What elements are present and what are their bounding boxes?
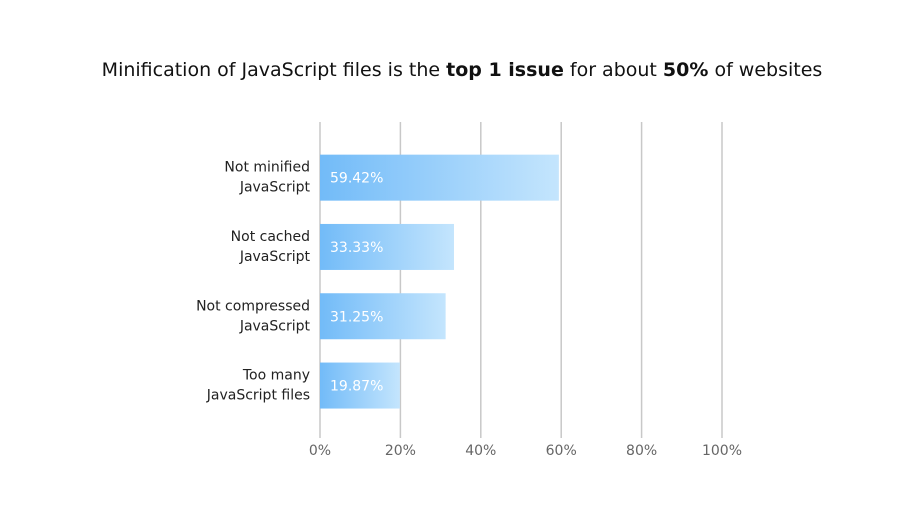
x-tick-label: 20% [385,443,416,459]
category-label: JavaScript [239,249,311,265]
x-tick-label: 40% [465,443,496,459]
bar [320,223,454,270]
category-label: Not minified [224,160,310,176]
category-label: JavaScript [239,318,311,334]
value-label: 31.25% [330,309,383,325]
chart-title: Minification of JavaScript files is the … [102,59,823,81]
title-part: top 1 issue [446,59,564,81]
bar [320,154,559,201]
category-label: Not cached [231,229,310,245]
title-part: for about [564,59,663,81]
x-tick-label: 100% [702,443,742,459]
x-tick-label: 60% [546,443,577,459]
bar [320,362,400,409]
x-tick-label: 0% [309,443,331,459]
category-label: JavaScript [239,180,311,196]
value-label: 33.33% [330,240,383,256]
category-label: Too many [242,368,310,384]
category-label: Not compressed [196,298,310,314]
title-part: Minification of JavaScript files is the [102,59,446,81]
category-label: JavaScript files [206,388,310,404]
bar [320,293,446,340]
x-tick-label: 80% [626,443,657,459]
value-label: 19.87% [330,379,383,395]
value-label: 59.42% [330,171,383,187]
title-part: 50% [663,59,708,81]
title-part: of websites [708,59,822,81]
